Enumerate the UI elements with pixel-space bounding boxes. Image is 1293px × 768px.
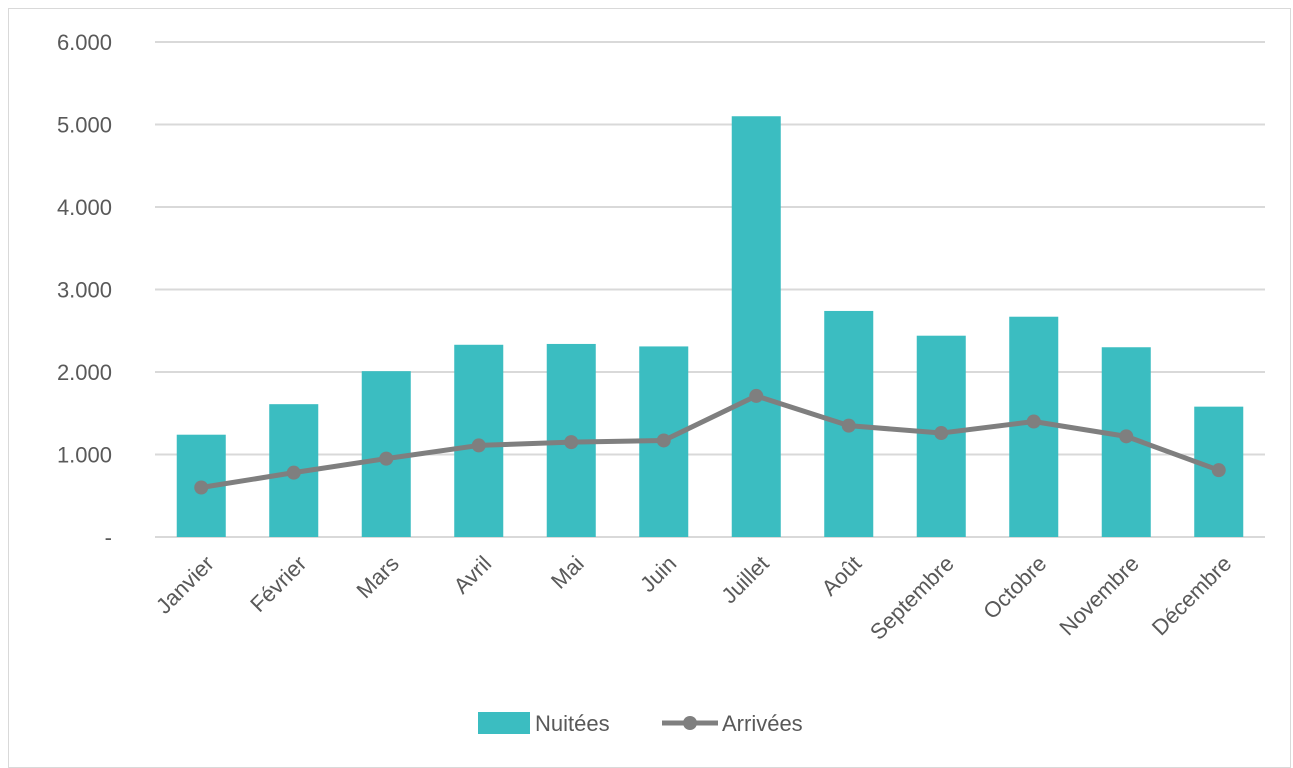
x-tick-label: Décembre bbox=[1147, 551, 1236, 640]
legend-swatch-bar bbox=[478, 712, 530, 734]
y-tick-label: 6.000 bbox=[57, 30, 112, 55]
line-point bbox=[286, 465, 301, 480]
line-point bbox=[1119, 429, 1134, 444]
gridlines bbox=[155, 41, 1265, 538]
x-tick-label: Septembre bbox=[865, 551, 959, 645]
series-line bbox=[200, 393, 1220, 490]
line-point bbox=[564, 435, 579, 450]
x-tick-label: Octobre bbox=[978, 551, 1051, 624]
legend-swatch-marker bbox=[683, 716, 697, 730]
x-axis-labels: Janvier Février Mars Avril Mai Juin Juillet Aoû… bbox=[151, 551, 1236, 645]
x-tick-label: Mars bbox=[352, 551, 404, 603]
line-point bbox=[934, 426, 949, 441]
x-tick-label: Novembre bbox=[1054, 551, 1143, 640]
x-tick-label: Juillet bbox=[716, 551, 773, 608]
x-tick-label: Janvier bbox=[151, 551, 219, 619]
line-point bbox=[471, 438, 486, 453]
line-point bbox=[1211, 463, 1226, 478]
y-tick-label: 5.000 bbox=[57, 113, 112, 138]
bar bbox=[731, 116, 781, 537]
line-point bbox=[194, 480, 209, 495]
y-tick-label: 1.000 bbox=[57, 443, 112, 468]
line-point bbox=[841, 418, 856, 433]
y-tick-label: - bbox=[105, 525, 112, 550]
line-point bbox=[1026, 414, 1041, 429]
x-tick-label: Juin bbox=[635, 551, 681, 597]
legend-label-bar: Nuitées bbox=[535, 711, 610, 736]
x-tick-label: Mai bbox=[546, 551, 589, 594]
x-tick-label: Février bbox=[245, 551, 311, 617]
line-point bbox=[656, 433, 671, 448]
legend-label-line: Arrivées bbox=[722, 711, 803, 736]
y-tick-label: 3.000 bbox=[57, 278, 112, 303]
line-series bbox=[194, 388, 1226, 495]
x-tick-label: Août bbox=[817, 551, 867, 601]
x-tick-label: Avril bbox=[449, 551, 497, 599]
y-axis-ticks: - 1.000 2.000 3.000 4.000 5.000 6.000 bbox=[57, 30, 112, 550]
line-point bbox=[379, 451, 394, 466]
bar-series bbox=[176, 116, 1244, 537]
y-tick-label: 4.000 bbox=[57, 195, 112, 220]
legend: Nuitées Arrivées bbox=[478, 711, 803, 736]
line-point bbox=[749, 388, 764, 403]
y-tick-label: 2.000 bbox=[57, 360, 112, 385]
